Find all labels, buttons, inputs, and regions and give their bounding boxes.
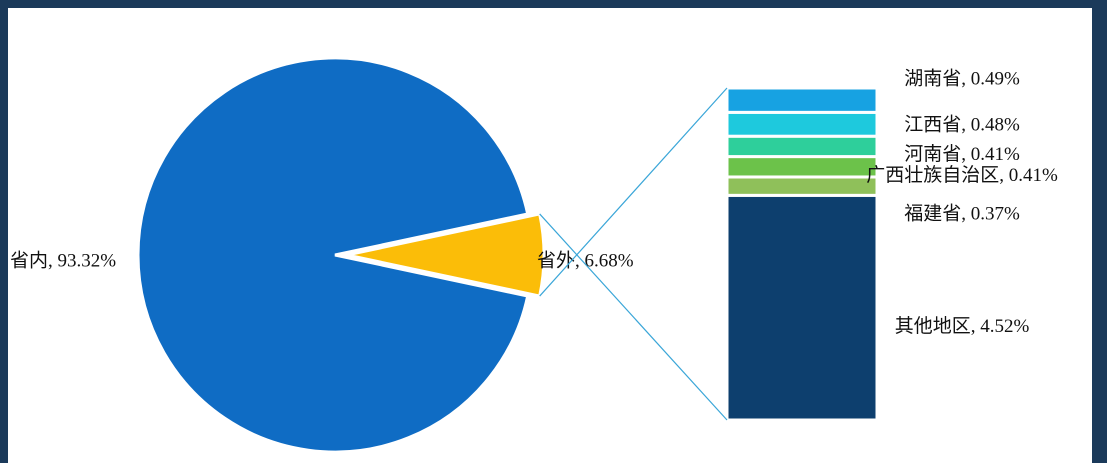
data-label: 江西省, 0.48% [904, 114, 1020, 136]
data-label: 湖南省, 0.49% [904, 68, 1020, 90]
data-label: 福建省, 0.37% [904, 203, 1020, 225]
data-label: 省外, 6.68% [537, 249, 634, 271]
connector [539, 213, 728, 421]
data-label: 广西壮族自治区, 0.41% [866, 164, 1058, 186]
bar-segment [725, 155, 879, 179]
bar-segment [725, 134, 879, 159]
connector [539, 87, 728, 297]
bar-segment [725, 86, 879, 114]
bar-segment [725, 110, 879, 138]
data-label: 河南省, 0.41% [904, 143, 1020, 165]
bar-segment [725, 193, 879, 422]
data-label: 其他地区, 4.52% [895, 315, 1030, 337]
bar-segment [725, 175, 879, 197]
pie-slice [136, 56, 530, 454]
data-label: 省内, 93.32% [10, 249, 116, 271]
